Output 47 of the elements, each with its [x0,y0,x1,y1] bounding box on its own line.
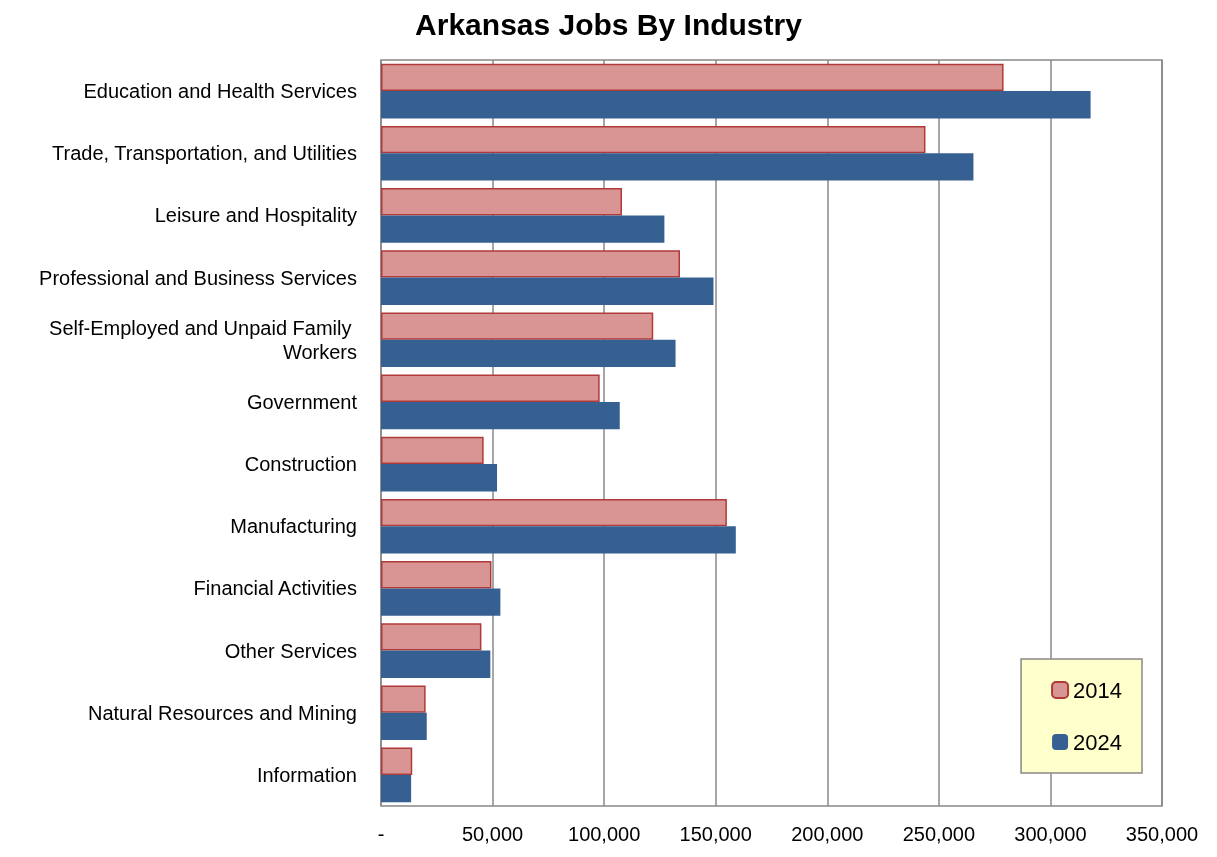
y-tick-label: Leisure and Hospitality [154,204,357,227]
x-tick-label: 350,000 [1125,823,1199,845]
bar [381,215,665,243]
bar [381,464,498,492]
bar [381,401,620,430]
bar [381,623,482,651]
bar [381,91,1091,119]
y-tick-label: Financial Activities [193,577,357,600]
x-tick-label: 100,000 [567,823,641,845]
bar [381,588,501,616]
y-tick-label: Construction [244,453,357,476]
x-tick-label: - [377,823,385,845]
legend-label: 2024 [1073,729,1123,755]
bar [381,685,426,713]
bar [381,277,714,305]
bar [381,312,654,340]
bar [381,561,492,589]
y-tick-label: Government [246,390,358,413]
x-tick-label: 50,000 [461,823,524,845]
bar [381,650,491,678]
y-tick-label: Trade, Transportation, and Utilities [52,142,357,165]
y-tick-label: Information [256,763,357,786]
bar [381,712,427,741]
x-tick-label: 300,000 [1014,823,1087,845]
bar [381,747,413,775]
y-tick-label: Manufacturing [230,515,357,538]
bar [381,153,974,181]
y-tick-label: Natural Resources and Mining [87,701,357,724]
x-tick-label: 250,000 [902,823,976,845]
y-tick-label: Other Services [224,639,357,662]
chart-title: Arkansas Jobs By Industry [415,7,803,41]
bar [381,250,681,278]
bar [381,339,676,368]
bar [381,436,484,465]
y-tick-label: Professional and Business Services [39,266,357,289]
bar [381,498,727,527]
bar [381,526,736,554]
y-tick-label: Education and Health Services [83,80,357,103]
x-tick-label: 150,000 [679,823,752,845]
bar [381,188,622,216]
y-tick-label: Self-Employed and Unpaid Family Workers [49,316,357,363]
legend-label: 2014 [1073,677,1123,703]
bar [381,63,1004,92]
x-tick-label: 200,000 [791,823,864,845]
bar [381,374,600,402]
bar [381,774,412,803]
bar [381,125,926,154]
